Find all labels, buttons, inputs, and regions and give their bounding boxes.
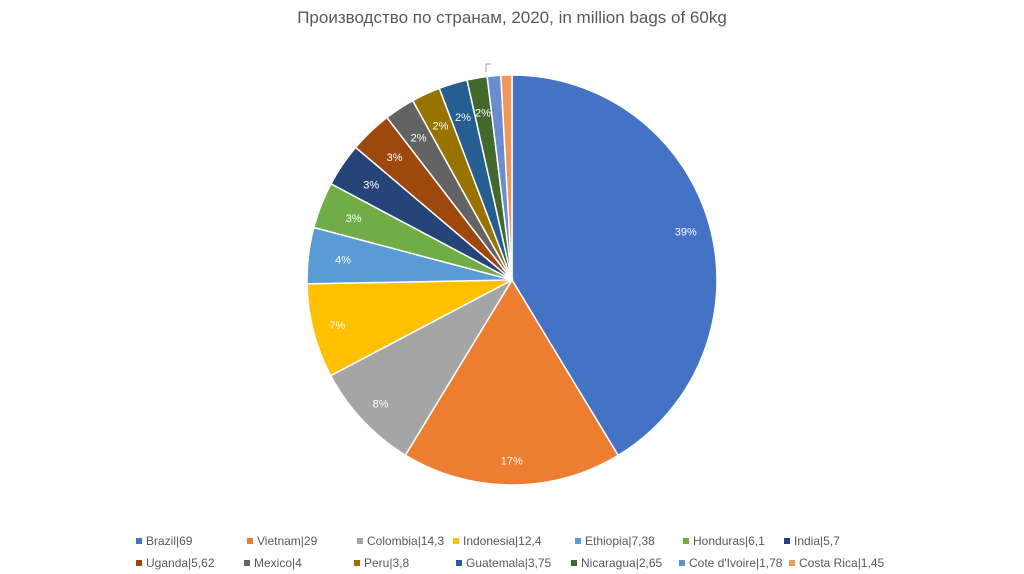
legend-swatch xyxy=(784,538,790,544)
legend-item: Nicaragua|2,65 xyxy=(571,556,679,570)
leader-line xyxy=(485,63,491,72)
legend-label: Guatemala|3,75 xyxy=(466,556,552,570)
legend-label: Brazil|69 xyxy=(146,534,193,548)
legend-label: Honduras|6,1 xyxy=(693,534,765,548)
slice-percent-label: 2% xyxy=(475,107,491,119)
pie-slice xyxy=(500,74,513,281)
slice-percent-label: 2% xyxy=(433,121,449,133)
legend-label: Colombia|14,3 xyxy=(367,534,445,548)
legend-swatch xyxy=(244,560,250,566)
legend-swatch xyxy=(575,538,581,544)
legend-item: Indonesia|12,4 xyxy=(453,534,575,548)
legend-swatch xyxy=(456,560,462,566)
legend-swatch xyxy=(136,560,142,566)
pie-slice xyxy=(329,278,515,457)
legend-label: India|5,7 xyxy=(794,534,840,548)
legend-item: Colombia|14,3 xyxy=(357,534,453,548)
legend-label: Uganda|5,62 xyxy=(146,556,215,570)
legend-swatch xyxy=(247,538,253,544)
pie-slice xyxy=(306,279,513,377)
slice-percent-label: 7% xyxy=(329,320,345,332)
slice-percent-label: 2% xyxy=(411,133,427,145)
legend-item: Guatemala|3,75 xyxy=(456,556,571,570)
legend-swatch xyxy=(683,538,689,544)
legend-item: Honduras|6,1 xyxy=(683,534,784,548)
legend-label: Cote d'Ivoire|1,78 xyxy=(689,556,783,570)
slice-percent-label: 17% xyxy=(501,455,523,467)
legend-swatch xyxy=(453,538,459,544)
legend-label: Nicaragua|2,65 xyxy=(581,556,663,570)
legend-label: Ethiopia|7,38 xyxy=(585,534,655,548)
legend-swatch xyxy=(136,538,142,544)
legend-swatch xyxy=(354,560,360,566)
legend-item: Ethiopia|7,38 xyxy=(575,534,683,548)
legend-item: Uganda|5,62 xyxy=(136,556,244,570)
slice-percent-label: 4% xyxy=(335,255,351,267)
legend-swatch xyxy=(571,560,577,566)
legend-label: Indonesia|12,4 xyxy=(463,534,542,548)
slice-percent-label: 39% xyxy=(675,227,697,239)
legend-item: Brazil|69 xyxy=(136,534,247,548)
slice-percent-label: 8% xyxy=(373,399,389,411)
pie-slice xyxy=(511,74,718,457)
legend-item: Costa Rica|1,45 xyxy=(789,556,889,570)
legend-swatch xyxy=(789,560,795,566)
legend-label: Vietnam|29 xyxy=(257,534,318,548)
legend-label: Costa Rica|1,45 xyxy=(799,556,885,570)
slice-percent-label: 3% xyxy=(363,180,379,192)
legend-row: Brazil|69 Vietnam|29 Colombia|14,3 Indonesi… xyxy=(136,530,896,552)
slice-percent-label: 3% xyxy=(346,213,362,225)
chart-legend: Brazil|69 Vietnam|29 Colombia|14,3 Indonesi… xyxy=(136,530,896,574)
legend-item: Vietnam|29 xyxy=(247,534,357,548)
legend-item: Mexico|4 xyxy=(244,556,354,570)
legend-label: Mexico|4 xyxy=(254,556,302,570)
legend-label: Peru|3,8 xyxy=(364,556,410,570)
legend-item: Cote d'Ivoire|1,78 xyxy=(679,556,789,570)
legend-item: India|5,7 xyxy=(784,534,884,548)
pie-slice xyxy=(404,278,620,486)
legend-swatch xyxy=(357,538,363,544)
legend-swatch xyxy=(679,560,685,566)
legend-item: Peru|3,8 xyxy=(354,556,456,570)
chart-title: Производство по странам, 2020, in millio… xyxy=(297,8,727,27)
slice-percent-label: 3% xyxy=(387,152,403,164)
legend-row: Uganda|5,62 Mexico|4 Peru|3,8 Guatemala|3,7… xyxy=(136,552,896,574)
slice-percent-label: 2% xyxy=(455,112,471,124)
